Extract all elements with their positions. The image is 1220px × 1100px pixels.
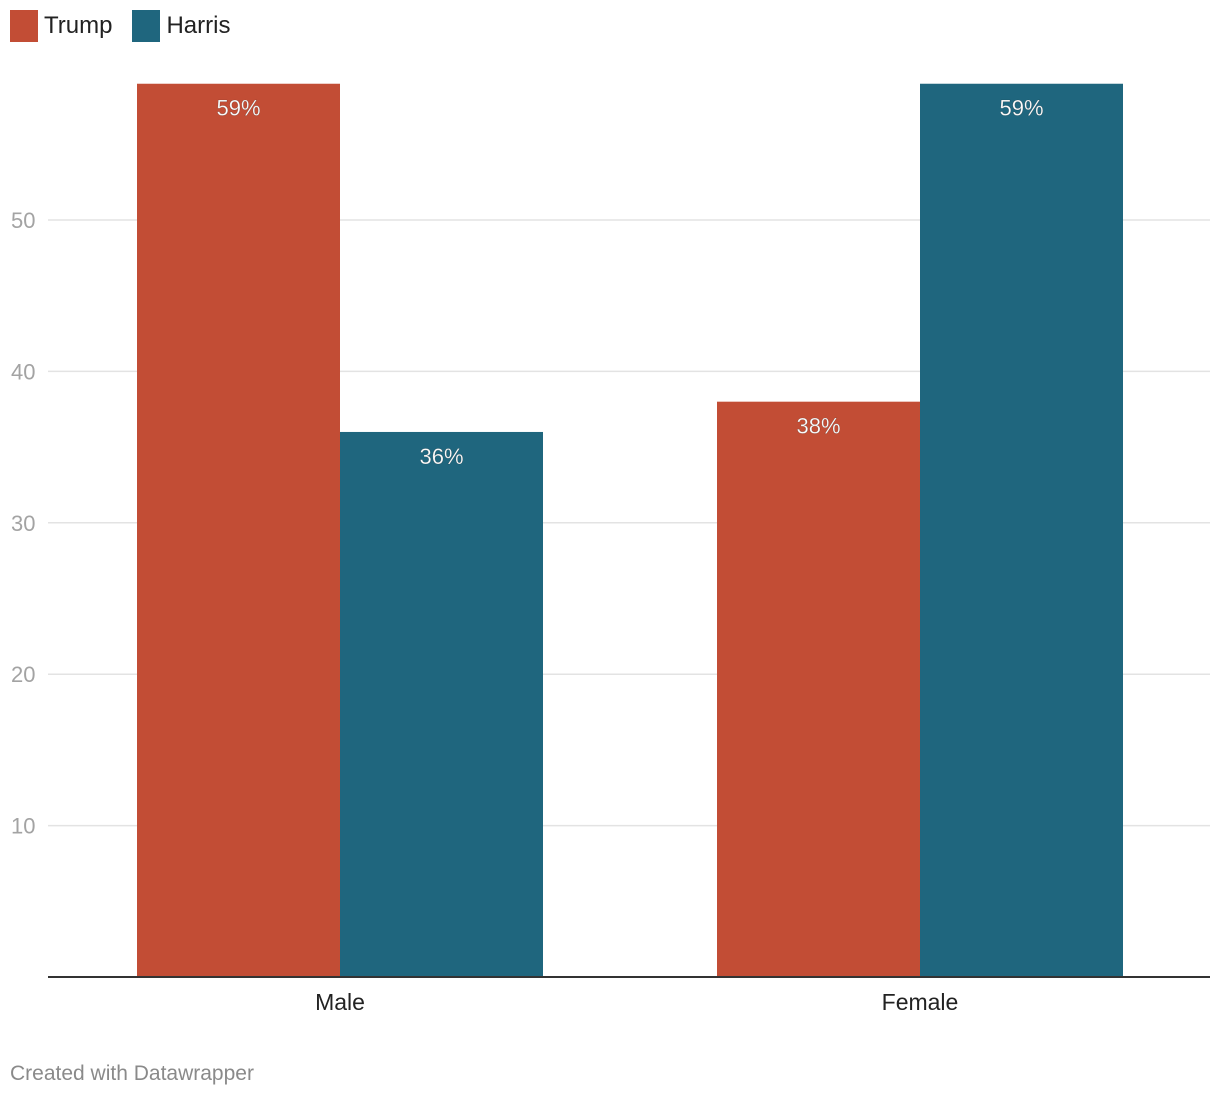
y-tick-label-30: 30 [11,511,35,536]
y-tick-label-50: 50 [11,208,35,233]
legend-label-harris: Harris [166,12,231,39]
legend-item-harris: Harris [132,10,230,42]
credit-text: Created with Datawrapper [10,1062,254,1085]
x-category-label-female: Female [882,989,959,1015]
legend-label-trump: Trump [44,12,113,39]
y-tick-label-40: 40 [11,359,35,384]
data-label-trump-female: 38% [796,414,840,439]
x-category-label-male: Male [315,989,365,1015]
bar-trump-female [717,401,920,977]
legend-swatch-harris [132,10,161,42]
data-label-harris-female: 59% [999,96,1043,121]
legend: Trump Harris [10,10,230,42]
y-tick-label-20: 20 [11,662,35,687]
legend-item-trump: Trump [10,10,112,42]
data-label-harris-male: 36% [419,444,463,469]
bar-trump-male [137,83,340,978]
data-label-trump-male: 59% [216,96,260,121]
y-tick-label-10: 10 [11,814,35,839]
bar-harris-female [920,83,1123,978]
legend-swatch-trump [10,10,38,42]
bar-harris-male [340,431,543,978]
